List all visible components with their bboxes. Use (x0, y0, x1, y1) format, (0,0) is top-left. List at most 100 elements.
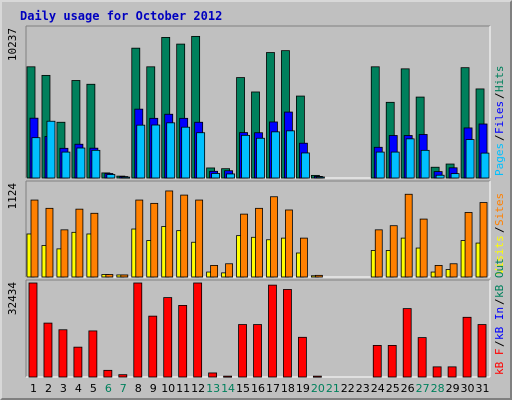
bar-sites-day-6 (105, 274, 114, 278)
bar-kbytes-day-1 (28, 282, 38, 378)
bar-kbytes-day-3 (58, 329, 68, 378)
x-tick-label-day-8: 8 (135, 382, 142, 395)
bar-kbytes-day-9 (148, 315, 158, 378)
bar-pages-day-31 (480, 152, 490, 179)
bar-pages-day-17 (271, 131, 280, 179)
bar-sites-day-10 (165, 190, 174, 278)
bar-sites-day-7 (120, 274, 129, 278)
y-max-label-kbytes: 32434 (6, 282, 19, 315)
bar-pages-day-25 (390, 151, 400, 179)
x-tick-label-day-20: 20 (311, 382, 325, 395)
bar-sites-day-11 (180, 194, 189, 278)
x-tick-label-day-3: 3 (60, 382, 67, 395)
x-tick-label-day-6: 6 (105, 382, 112, 395)
bar-sites-day-27 (419, 218, 428, 278)
x-tick-label-day-7: 7 (120, 382, 127, 395)
x-tick-label-day-21: 21 (326, 382, 340, 395)
bar-kbytes-day-16 (253, 324, 262, 378)
bar-sites-day-17 (270, 196, 278, 278)
bar-kbytes-day-4 (73, 346, 83, 378)
x-tick-label-day-27: 27 (416, 382, 430, 395)
x-tick-label-day-2: 2 (45, 382, 52, 395)
x-tick-label-day-26: 26 (401, 382, 415, 395)
bar-kbytes-day-5 (88, 330, 98, 378)
bar-pages-day-2 (46, 120, 56, 179)
bar-pages-day-24 (375, 151, 385, 179)
x-tick-label-day-11: 11 (176, 382, 190, 395)
bar-sites-day-18 (285, 209, 293, 278)
bar-sites-day-19 (300, 237, 308, 278)
bar-pages-day-13 (211, 173, 221, 179)
legend-item-kb-in: kB In (493, 307, 506, 340)
legend-separator: / (493, 226, 506, 233)
bar-sites-day-29 (449, 263, 458, 278)
x-tick-label-day-16: 16 (251, 382, 265, 395)
bar-sites-day-8 (135, 199, 144, 278)
x-tick-label-day-15: 15 (236, 382, 250, 395)
bar-kbytes-day-2 (43, 322, 53, 378)
legend-separator: / (493, 298, 506, 305)
bar-kbytes-day-11 (178, 305, 188, 378)
x-tick-label-day-10: 10 (161, 382, 175, 395)
x-tick-label-day-31: 31 (476, 382, 490, 395)
bar-kbytes-day-13 (208, 372, 218, 378)
bar-pages-day-12 (196, 132, 206, 179)
bar-kbytes-day-31 (477, 324, 487, 378)
bar-sites-day-3 (60, 229, 69, 278)
bar-sites-day-14 (225, 263, 233, 278)
bar-sites-day-13 (210, 265, 219, 278)
bar-pages-day-1 (31, 137, 41, 179)
legend-item-sites: Sites (493, 193, 506, 226)
bar-pages-day-6 (106, 174, 116, 179)
bar-kbytes-day-20 (312, 375, 322, 378)
bar-pages-day-20 (315, 176, 325, 179)
bar-kbytes-day-7 (118, 374, 128, 378)
x-tick-label-day-5: 5 (90, 382, 97, 395)
bar-kbytes-day-19 (298, 336, 307, 378)
x-tick-label-day-30: 30 (461, 382, 475, 395)
bar-sites-day-15 (240, 213, 248, 278)
x-tick-label-day-29: 29 (446, 382, 460, 395)
legend-item-hits: Hits (493, 66, 506, 93)
bar-pages-day-10 (166, 122, 176, 179)
bar-kbytes-day-27 (417, 337, 427, 378)
bar-sites-day-26 (404, 193, 413, 278)
bar-kbytes-day-14 (223, 375, 232, 378)
bar-kbytes-day-8 (133, 282, 143, 378)
bar-pages-day-27 (420, 149, 430, 179)
bar-pages-day-3 (61, 151, 71, 179)
bar-pages-day-9 (151, 124, 161, 179)
bar-pages-day-26 (405, 138, 415, 179)
bar-sites-day-24 (374, 229, 383, 278)
bar-sites-day-30 (464, 212, 473, 278)
bar-sites-day-4 (75, 208, 84, 278)
bar-kbytes-day-26 (402, 308, 412, 378)
bar-pages-day-8 (136, 124, 146, 179)
bar-sites-day-12 (195, 199, 204, 278)
bar-sites-day-9 (150, 202, 159, 278)
x-tick-label-day-13: 13 (206, 382, 220, 395)
x-tick-label-day-18: 18 (281, 382, 295, 395)
bar-kbytes-day-15 (238, 324, 247, 378)
chart-title: Daily usage for October 2012 (20, 9, 223, 23)
bar-pages-day-7 (121, 176, 131, 179)
bar-kbytes-day-29 (447, 366, 457, 378)
x-tick-label-day-28: 28 (431, 382, 445, 395)
legend-item-visits: Visits (493, 235, 506, 275)
bar-kbytes-day-30 (462, 316, 472, 378)
bar-pages-day-18 (286, 130, 295, 179)
legend-item-files: Files (493, 101, 506, 134)
bar-sites-day-2 (45, 207, 54, 278)
bar-sites-day-1 (30, 199, 39, 278)
bar-sites-day-16 (255, 207, 263, 278)
x-tick-label-day-23: 23 (356, 382, 370, 395)
legend-separator: / (493, 340, 506, 347)
bar-pages-day-16 (256, 137, 265, 179)
bar-pages-day-30 (465, 139, 475, 179)
x-tick-label-day-17: 17 (266, 382, 280, 395)
bar-kbytes-day-18 (283, 289, 292, 378)
bar-sites-day-28 (434, 265, 443, 278)
x-tick-label-day-25: 25 (386, 382, 400, 395)
x-tick-label-day-9: 9 (150, 382, 157, 395)
